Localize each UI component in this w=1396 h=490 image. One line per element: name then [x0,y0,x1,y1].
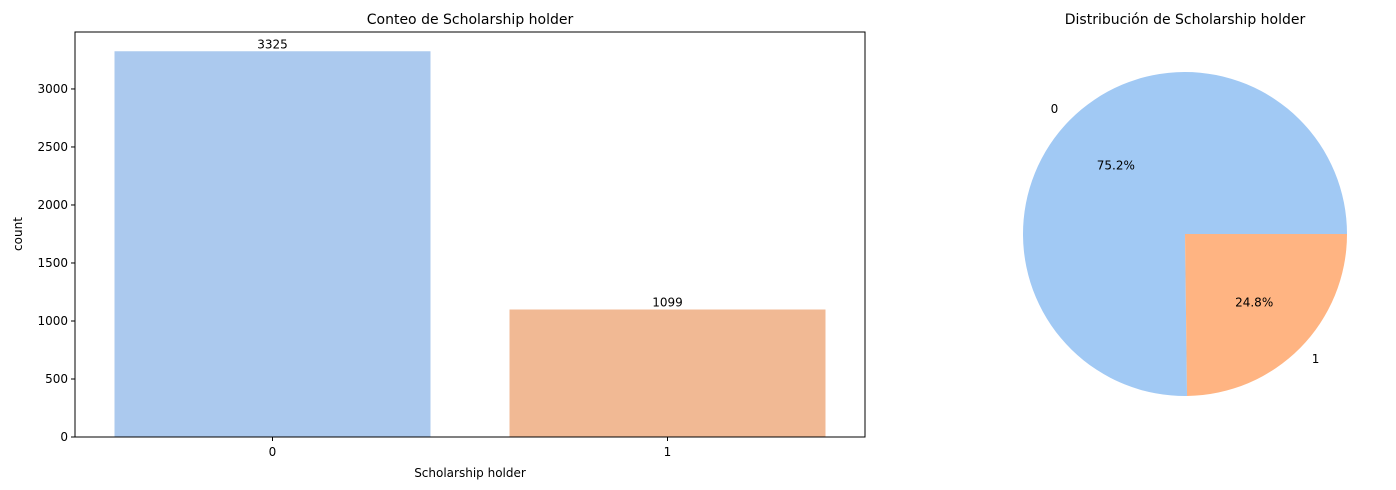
pie-slices [1023,71,1347,396]
pie-label-1: 1 [1312,352,1320,366]
pie-chart: Distribución de Scholarship holder 0 75.2… [1023,12,1347,396]
y-tick-label-2500: 2500 [37,140,68,154]
bar-data-label-1: 1099 [652,296,683,310]
y-axis-label: count [11,217,25,251]
y-tick-label-2000: 2000 [37,198,68,212]
x-axis-label: Scholarship holder [414,466,526,480]
pie-slice-0 [1023,71,1347,396]
bar-data-label-0: 3325 [257,37,288,51]
bar-1 [509,309,826,437]
bar-data-labels: 3325 1099 [257,37,683,309]
y-tick-label-1000: 1000 [37,314,68,328]
pie-slice-1 [1185,234,1347,396]
bar-chart-title: Conteo de Scholarship holder [367,12,574,28]
y-tick-label-500: 500 [45,372,68,386]
y-axis-ticks: 0 500 1000 1500 2000 2500 3000 [37,82,75,444]
pie-labels: 0 75.2% 1 24.8% [1051,102,1320,366]
pie-label-0: 0 [1051,102,1059,116]
bar-chart: Conteo de Scholarship holder 3325 1099 0 5… [11,12,866,480]
y-tick-label-3000: 3000 [37,82,68,96]
pie-pct-label-1: 24.8% [1235,295,1273,309]
bar-0 [114,51,431,438]
pie-pct-label-0: 75.2% [1097,159,1135,173]
bar-marks [114,51,826,438]
y-tick-label-1500: 1500 [37,256,68,270]
pie-chart-title: Distribución de Scholarship holder [1065,12,1306,28]
x-tick-label-1: 1 [664,445,672,459]
x-tick-label-0: 0 [269,445,277,459]
y-tick-label-0: 0 [60,430,68,444]
bar-plot-frame [74,31,866,438]
